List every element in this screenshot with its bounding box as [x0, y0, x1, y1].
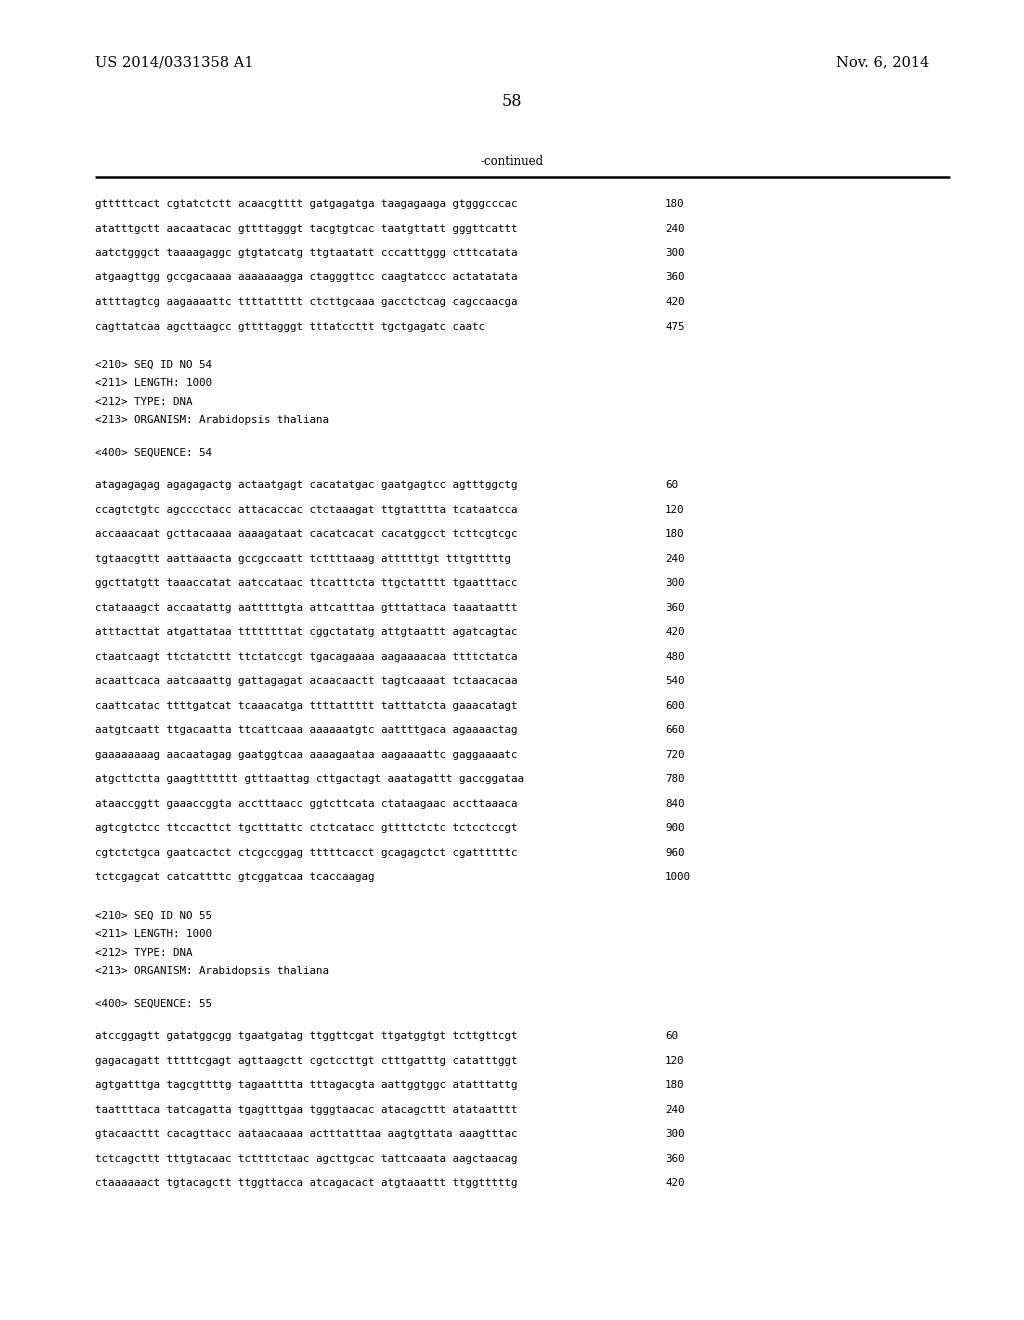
Text: 720: 720 [665, 750, 684, 760]
Text: Nov. 6, 2014: Nov. 6, 2014 [836, 55, 929, 69]
Text: ctataaagct accaatattg aatttttgta attcatttaa gtttattaca taaataattt: ctataaagct accaatattg aatttttgta attcatt… [95, 603, 517, 612]
Text: ggcttatgtt taaaccatat aatccataac ttcatttcta ttgctatttt tgaatttacc: ggcttatgtt taaaccatat aatccataac ttcattt… [95, 578, 517, 589]
Text: agtcgtctcc ttccacttct tgctttattc ctctcatacc gttttctctc tctcctccgt: agtcgtctcc ttccacttct tgctttattc ctctcat… [95, 824, 517, 833]
Text: atgaagttgg gccgacaaaa aaaaaaagga ctagggttcc caagtatccc actatatata: atgaagttgg gccgacaaaa aaaaaaagga ctagggt… [95, 272, 517, 282]
Text: 240: 240 [665, 223, 684, 234]
Text: <211> LENGTH: 1000: <211> LENGTH: 1000 [95, 929, 212, 940]
Text: accaaacaat gcttacaaaa aaaagataat cacatcacat cacatggcct tcttcgtcgc: accaaacaat gcttacaaaa aaaagataat cacatca… [95, 529, 517, 540]
Text: 120: 120 [665, 506, 684, 515]
Text: atgcttctta gaagttttttt gtttaattag cttgactagt aaatagattt gaccggataa: atgcttctta gaagttttttt gtttaattag cttgac… [95, 775, 524, 784]
Text: 60: 60 [665, 1031, 678, 1041]
Text: 780: 780 [665, 775, 684, 784]
Text: 360: 360 [665, 1154, 684, 1164]
Text: 240: 240 [665, 1105, 684, 1115]
Text: acaattcaca aatcaaattg gattagagat acaacaactt tagtcaaaat tctaacacaa: acaattcaca aatcaaattg gattagagat acaacaa… [95, 676, 517, 686]
Text: ctaatcaagt ttctatcttt ttctatccgt tgacagaaaa aagaaaacaa ttttctatca: ctaatcaagt ttctatcttt ttctatccgt tgacaga… [95, 652, 517, 661]
Text: atccggagtt gatatggcgg tgaatgatag ttggttcgat ttgatggtgt tcttgttcgt: atccggagtt gatatggcgg tgaatgatag ttggttc… [95, 1031, 517, 1041]
Text: 300: 300 [665, 248, 684, 257]
Text: tctcgagcat catcattttc gtcggatcaa tcaccaagag: tctcgagcat catcattttc gtcggatcaa tcaccaa… [95, 873, 375, 883]
Text: <212> TYPE: DNA: <212> TYPE: DNA [95, 948, 193, 958]
Text: -continued: -continued [480, 154, 544, 168]
Text: <211> LENGTH: 1000: <211> LENGTH: 1000 [95, 379, 212, 388]
Text: <213> ORGANISM: Arabidopsis thaliana: <213> ORGANISM: Arabidopsis thaliana [95, 966, 329, 977]
Text: 540: 540 [665, 676, 684, 686]
Text: 180: 180 [665, 1080, 684, 1090]
Text: gaaaaaaaag aacaatagag gaatggtcaa aaaagaataa aagaaaattc gaggaaaatc: gaaaaaaaag aacaatagag gaatggtcaa aaaagaa… [95, 750, 517, 760]
Text: 180: 180 [665, 529, 684, 540]
Text: 960: 960 [665, 847, 684, 858]
Text: 60: 60 [665, 480, 678, 491]
Text: <210> SEQ ID NO 55: <210> SEQ ID NO 55 [95, 911, 212, 921]
Text: <400> SEQUENCE: 55: <400> SEQUENCE: 55 [95, 999, 212, 1008]
Text: aatgtcaatt ttgacaatta ttcattcaaa aaaaaatgtc aattttgaca agaaaactag: aatgtcaatt ttgacaatta ttcattcaaa aaaaaat… [95, 726, 517, 735]
Text: 420: 420 [665, 627, 684, 638]
Text: cgtctctgca gaatcactct ctcgccggag tttttcacct gcagagctct cgattttttc: cgtctctgca gaatcactct ctcgccggag tttttca… [95, 847, 517, 858]
Text: <212> TYPE: DNA: <212> TYPE: DNA [95, 397, 193, 407]
Text: 240: 240 [665, 554, 684, 564]
Text: atttacttat atgattataa ttttttttat cggctatatg attgtaattt agatcagtac: atttacttat atgattataa ttttttttat cggctat… [95, 627, 517, 638]
Text: cagttatcaa agcttaagcc gttttagggt tttatccttt tgctgagatc caatc: cagttatcaa agcttaagcc gttttagggt tttatcc… [95, 322, 485, 331]
Text: 1000: 1000 [665, 873, 691, 883]
Text: atatttgctt aacaatacac gttttagggt tacgtgtcac taatgttatt gggttcattt: atatttgctt aacaatacac gttttagggt tacgtgt… [95, 223, 517, 234]
Text: 180: 180 [665, 199, 684, 209]
Text: 660: 660 [665, 726, 684, 735]
Text: gtttttcact cgtatctctt acaacgtttt gatgagatga taagagaaga gtgggcccac: gtttttcact cgtatctctt acaacgtttt gatgaga… [95, 199, 517, 209]
Text: 420: 420 [665, 1179, 684, 1188]
Text: 300: 300 [665, 578, 684, 589]
Text: gagacagatt tttttcgagt agttaagctt cgctccttgt ctttgatttg catatttggt: gagacagatt tttttcgagt agttaagctt cgctcct… [95, 1056, 517, 1065]
Text: <400> SEQUENCE: 54: <400> SEQUENCE: 54 [95, 447, 212, 458]
Text: ccagtctgtc agcccctacc attacaccac ctctaaagat ttgtatttta tcataatcca: ccagtctgtc agcccctacc attacaccac ctctaaa… [95, 506, 517, 515]
Text: 300: 300 [665, 1130, 684, 1139]
Text: 600: 600 [665, 701, 684, 711]
Text: aatctgggct taaaagaggc gtgtatcatg ttgtaatatt cccatttggg ctttcatata: aatctgggct taaaagaggc gtgtatcatg ttgtaat… [95, 248, 517, 257]
Text: atagagagag agagagactg actaatgagt cacatatgac gaatgagtcc agtttggctg: atagagagag agagagactg actaatgagt cacatat… [95, 480, 517, 491]
Text: tctcagcttt tttgtacaac tcttttctaac agcttgcac tattcaaata aagctaacag: tctcagcttt tttgtacaac tcttttctaac agcttg… [95, 1154, 517, 1164]
Text: 58: 58 [502, 92, 522, 110]
Text: 480: 480 [665, 652, 684, 661]
Text: caattcatac ttttgatcat tcaaacatga ttttattttt tatttatcta gaaacatagt: caattcatac ttttgatcat tcaaacatga ttttatt… [95, 701, 517, 711]
Text: <213> ORGANISM: Arabidopsis thaliana: <213> ORGANISM: Arabidopsis thaliana [95, 416, 329, 425]
Text: tgtaacgttt aattaaacta gccgccaatt tcttttaaag attttttgt tttgtttttg: tgtaacgttt aattaaacta gccgccaatt tctttta… [95, 554, 511, 564]
Text: taattttaca tatcagatta tgagtttgaa tgggtaacac atacagcttt atataatttt: taattttaca tatcagatta tgagtttgaa tgggtaa… [95, 1105, 517, 1115]
Text: 360: 360 [665, 272, 684, 282]
Text: 360: 360 [665, 603, 684, 612]
Text: ctaaaaaact tgtacagctt ttggttacca atcagacact atgtaaattt ttggtttttg: ctaaaaaact tgtacagctt ttggttacca atcagac… [95, 1179, 517, 1188]
Text: agtgatttga tagcgttttg tagaatttta tttagacgta aattggtggc atatttattg: agtgatttga tagcgttttg tagaatttta tttagac… [95, 1080, 517, 1090]
Text: <210> SEQ ID NO 54: <210> SEQ ID NO 54 [95, 360, 212, 370]
Text: US 2014/0331358 A1: US 2014/0331358 A1 [95, 55, 254, 69]
Text: 475: 475 [665, 322, 684, 331]
Text: ataaccggtt gaaaccggta acctttaacc ggtcttcata ctataagaac accttaaaca: ataaccggtt gaaaccggta acctttaacc ggtcttc… [95, 799, 517, 809]
Text: 120: 120 [665, 1056, 684, 1065]
Text: 840: 840 [665, 799, 684, 809]
Text: 420: 420 [665, 297, 684, 308]
Text: gtacaacttt cacagttacc aataacaaaa actttatttaa aagtgttata aaagtttac: gtacaacttt cacagttacc aataacaaaa actttat… [95, 1130, 517, 1139]
Text: attttagtcg aagaaaattc ttttattttt ctcttgcaaa gacctctcag cagccaacga: attttagtcg aagaaaattc ttttattttt ctcttgc… [95, 297, 517, 308]
Text: 900: 900 [665, 824, 684, 833]
